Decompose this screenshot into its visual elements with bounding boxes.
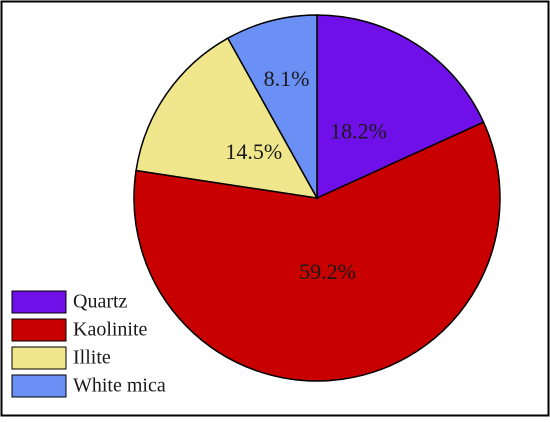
pie-slice-white-mica [226, 14, 318, 201]
data-label-kaolinite: 59.2% [299, 259, 356, 284]
data-label-white-mica: 8.1% [264, 66, 310, 91]
pie-slice-illite [135, 37, 319, 199]
legend-label-quartz: Quartz [73, 291, 128, 313]
legend-label-kaolinite: Kaolinite [73, 319, 148, 341]
legend-swatch-kaolinite [11, 318, 67, 342]
legend-label-illite: Illite [73, 347, 111, 369]
legend-swatch-white-mica [11, 374, 67, 398]
legend: Quartz Kaolinite Illite White mica [11, 290, 166, 398]
legend-swatch-quartz [11, 290, 67, 314]
pie-slices [133, 14, 501, 382]
legend-swatch-illite [11, 346, 67, 370]
pie-data-labels: 18.2% 59.2% 14.5% 8.1% [225, 66, 387, 284]
data-label-illite: 14.5% [225, 139, 282, 164]
legend-label-white-mica: White mica [73, 375, 166, 397]
data-label-quartz: 18.2% [330, 118, 387, 143]
pie-slice-quartz [316, 14, 485, 200]
pie-slice-kaolinite [133, 121, 501, 382]
